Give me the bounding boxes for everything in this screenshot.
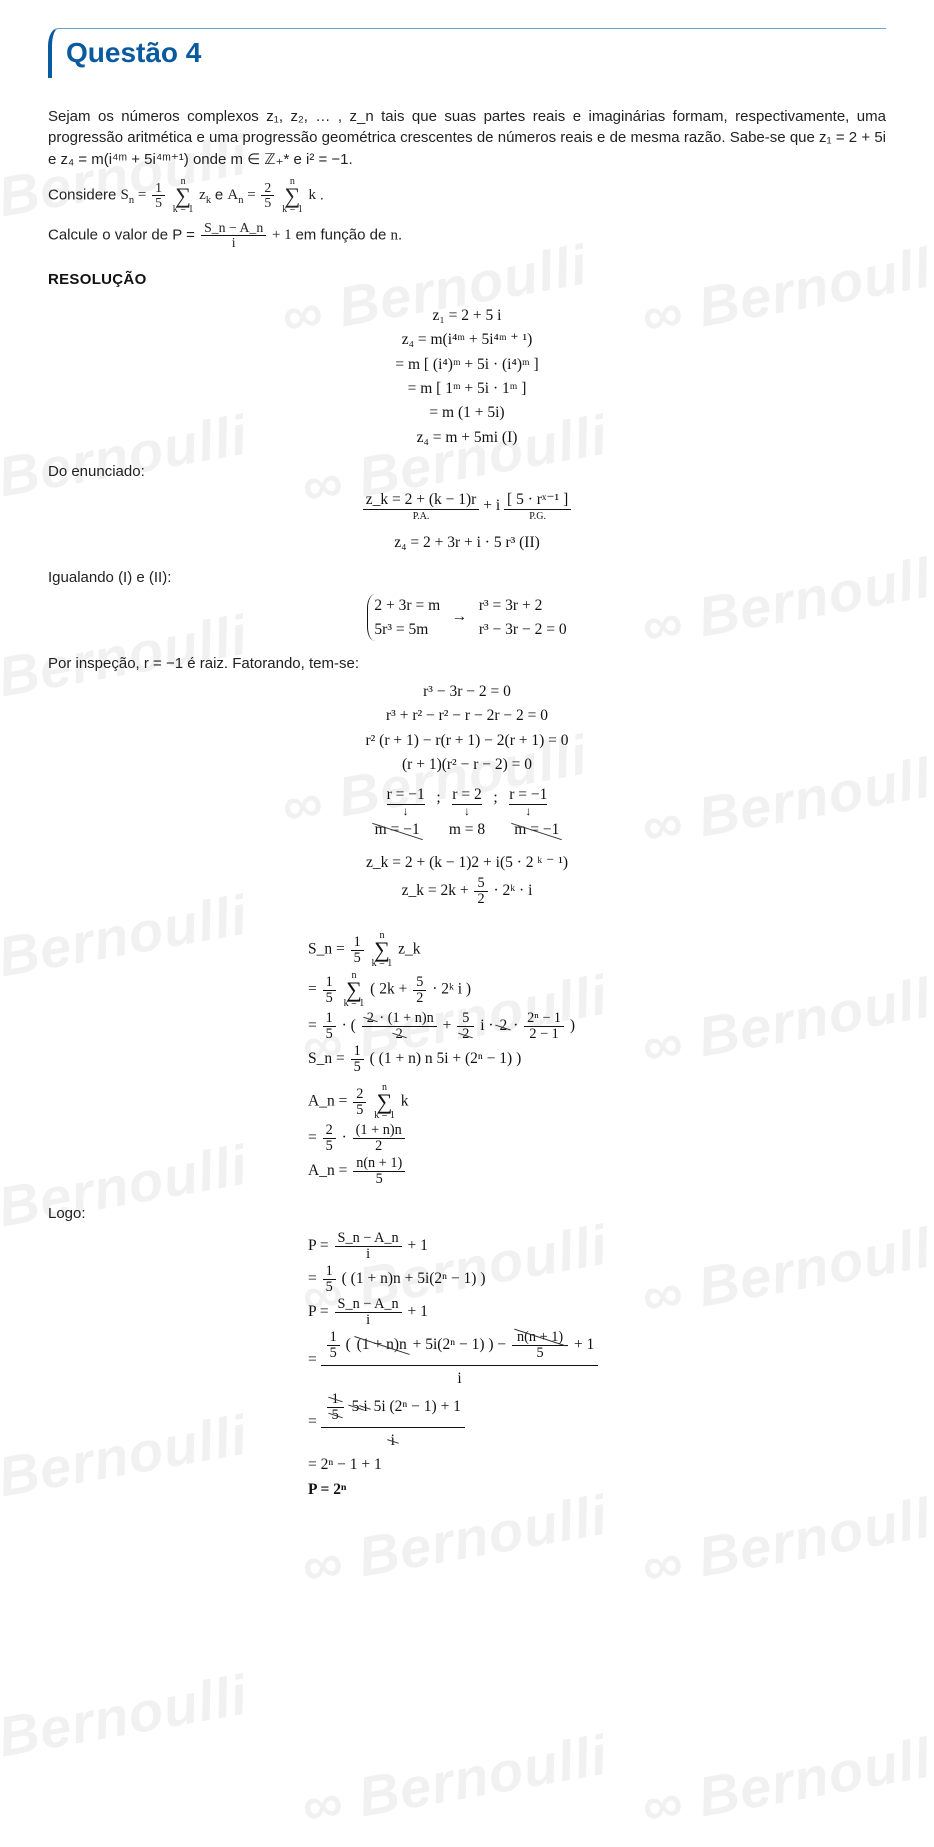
p3-end: . (398, 226, 402, 243)
eq-p-line4: = 15 ( (1 + n)n + 5i(2ⁿ − 1) ) − n(n + 1… (308, 1330, 886, 1390)
eq-sn-line4: S_n = 15 ( (1 + n) n 5i + (2ⁿ − 1) ) (308, 1044, 886, 1075)
text-igualando: Igualando (I) e (II): (48, 567, 886, 589)
question-title: Questão 4 (66, 33, 886, 74)
eq-p-line3: P = S_n − A_ni + 1 (308, 1297, 886, 1328)
problem-paragraph-3: Calcule o valor de P = S_n − A_ni + 1 em… (48, 221, 886, 251)
eq-an-line1: A_n = 25 n∑k = 1 k (308, 1083, 886, 1121)
eq-p-line6: = 2ⁿ − 1 + 1 (308, 1454, 886, 1476)
watermark: ∞ Bernoulli (635, 1714, 934, 1847)
eq-z1: z₁ = 2 + 5 i (48, 305, 886, 327)
question-header: Questão 4 (48, 28, 886, 78)
text-inspecao: Por inspeção, r = −1 é raiz. Fatorando, … (48, 653, 886, 675)
eq-an-line2: = 25 · (1 + n)n2 (308, 1123, 886, 1154)
p3-mid: em função de (295, 226, 390, 243)
an-def-inline: An = 25 n∑k = 1 k (227, 187, 319, 203)
problem-paragraph-2: Considere Sn = 15 n∑k = 1 zk e An = 25 n… (48, 177, 886, 215)
eq-p-line2: = 15 ( (1 + n)n + 5i(2ⁿ − 1) ) (308, 1264, 886, 1295)
eq-f4: (r + 1)(r² − r − 2) = 0 (48, 754, 886, 776)
eq-roots-m: m = −1 m = 8 m = −1 (48, 819, 886, 841)
sn-def-inline: Sn = 15 n∑k = 1 zk (121, 187, 215, 203)
p2-end: . (320, 186, 324, 203)
text-logo: Logo: (48, 1203, 886, 1225)
eq-sn-line3: = 15 · ( 2 · (1 + n)n 2 + 52 i · 2 · 2ⁿ … (308, 1011, 886, 1042)
eq-f2: r³ + r² − r² − r − 2r − 2 = 0 (48, 705, 886, 727)
p3-lead: Calcule o valor de P = (48, 226, 199, 243)
eq-sn-line2: = 15 n∑k = 1 ( 2k + 52 · 2ᵏ i ) (308, 971, 886, 1009)
eq-zk-final-a: z_k = 2 + (k − 1)2 + i(5 · 2 ᵏ ⁻ ¹) (48, 852, 886, 874)
eq-zk-general: z_k = 2 + (k − 1)rP.A. + i [ 5 · rˣ⁻¹ ]P… (48, 491, 886, 522)
eq-system: 2 + 3r = m 5r³ = 5m → r³ = 3r + 2 r³ − 3… (48, 594, 886, 641)
text-do-enunciado: Do enunciado: (48, 461, 886, 483)
eq-zk-final-b: z_k = 2k + 52 · 2ᵏ · i (48, 876, 886, 907)
eq-f3: r² (r + 1) − r(r + 1) − 2(r + 1) = 0 (48, 730, 886, 752)
eq-p-result: P = 2ⁿ (308, 1479, 886, 1501)
p2-and: e (215, 186, 228, 203)
problem-paragraph-1: Sejam os números complexos z₁, z₂, … , z… (48, 106, 886, 171)
eq-an-line3: A_n = n(n + 1)5 (308, 1156, 886, 1187)
eq-p-line5: = 15 5i 5i (2ⁿ − 1) + 1 i (308, 1392, 886, 1452)
eq-z4-ii: z₄ = 2 + 3r + i · 5 r³ (II) (48, 532, 886, 554)
eq-z4-b: = m [ (i⁴)ᵐ + 5i · (i⁴)ᵐ ] (48, 354, 886, 376)
eq-z4-d: = m (1 + 5i) (48, 402, 886, 424)
eq-z4-c: = m [ 1ᵐ + 5i · 1ᵐ ] (48, 378, 886, 400)
p3-n: n (391, 227, 399, 243)
watermark: ∞ Bernoulli (0, 1654, 254, 1788)
eq-roots: r = −1↓ ; r = 2↓ ; r = −1↓ (48, 787, 886, 818)
p2-lead: Considere (48, 186, 121, 203)
eq-f1: r³ − 3r − 2 = 0 (48, 681, 886, 703)
p-def-inline: S_n − A_ni + 1 (199, 227, 295, 243)
resolution-heading: RESOLUÇÃO (48, 269, 886, 291)
eq-z4-e: z₄ = m + 5mi (I) (48, 427, 886, 449)
eq-sn-line1: S_n = 15 n∑k = 1 z_k (308, 931, 886, 969)
eq-p-line1: P = S_n − A_ni + 1 (308, 1231, 886, 1262)
watermark: ∞ Bernoulli (295, 1714, 614, 1847)
eq-z4-a: z₄ = m(i⁴ᵐ + 5i⁴ᵐ ⁺ ¹) (48, 329, 886, 351)
